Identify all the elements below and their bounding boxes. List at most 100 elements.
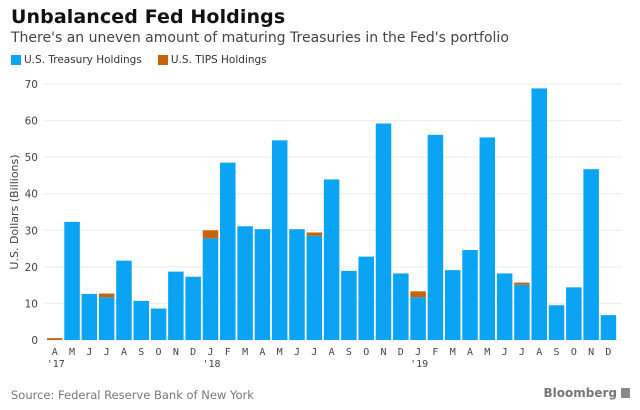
bar-treasury: [496, 273, 513, 340]
x-tick-label: M: [242, 347, 248, 358]
bar-treasury: [168, 271, 184, 340]
x-tick-label: A: [536, 347, 542, 358]
brand-name: Bloomberg: [543, 386, 618, 400]
bar-treasury: [306, 235, 323, 340]
bar-treasury: [289, 229, 305, 340]
bar-treasury: [358, 256, 374, 340]
x-year-label: '17: [47, 359, 65, 370]
x-tick-label: A: [467, 347, 473, 358]
bar-treasury: [427, 134, 444, 340]
x-year-label: '19: [410, 359, 428, 370]
x-tick-label: A: [52, 347, 58, 358]
x-tick-label: J: [86, 347, 92, 358]
bar-treasury: [479, 137, 496, 340]
legend-label-tips: U.S. TIPS Holdings: [170, 54, 267, 66]
bloomberg-icon: [621, 388, 630, 398]
x-tick-label: A: [121, 347, 127, 358]
y-tick-label: 60: [25, 116, 38, 128]
x-tick-label: D: [605, 347, 611, 358]
bar-tips: [47, 338, 63, 340]
x-tick-label: J: [502, 347, 508, 358]
x-tick-label: F: [225, 347, 231, 358]
bar-tips: [514, 282, 530, 285]
bar-treasury: [254, 229, 271, 340]
legend-item-treasury: U.S. Treasury Holdings: [11, 54, 142, 66]
bar-treasury: [98, 297, 115, 340]
x-tick-label: F: [432, 347, 438, 358]
x-tick-label: M: [69, 347, 75, 358]
bar-tips: [202, 230, 219, 239]
x-tick-label: J: [104, 347, 110, 358]
y-tick-labels: 0 10 20 30 40 50 60 70: [25, 79, 38, 347]
x-tick-label: O: [363, 347, 369, 358]
x-tick-label: J: [311, 347, 317, 358]
legend-label-treasury: U.S. Treasury Holdings: [24, 54, 142, 66]
y-tick-label: 40: [25, 189, 38, 201]
chart-subtitle: There's an uneven amount of maturing Tre…: [11, 30, 509, 46]
bar-treasury: [133, 300, 150, 340]
x-tick-label: A: [259, 347, 265, 358]
y-tick-label: 0: [31, 335, 38, 347]
x-tick-labels: A M J J A S O N D J F M A M J J A S O N D J F M A M J J A S O N D'17'18 '…: [47, 347, 612, 370]
x-tick-label: M: [450, 347, 456, 358]
x-tick-label: S: [554, 347, 560, 358]
bar-treasury: [393, 273, 409, 340]
bars: [47, 88, 617, 340]
bar-treasury: [583, 169, 599, 340]
bar-treasury: [81, 293, 98, 340]
x-year-label: '18: [202, 359, 220, 370]
chart-title: Unbalanced Fed Holdings: [11, 6, 286, 28]
legend-item-tips: U.S. TIPS Holdings: [157, 54, 267, 66]
bar-treasury: [548, 305, 565, 340]
y-tick-label: 20: [25, 262, 38, 274]
bar-treasury: [566, 287, 582, 340]
x-tick-label: O: [156, 347, 162, 358]
bar-tips: [98, 293, 115, 298]
y-tick-label: 70: [25, 79, 38, 91]
x-tick-label: S: [346, 347, 352, 358]
bar-tips: [410, 291, 426, 298]
x-tick-label: J: [415, 347, 421, 358]
source-note: Source: Federal Reserve Bank of New York: [11, 388, 254, 402]
bar-treasury: [185, 276, 201, 340]
bar-treasury: [600, 315, 617, 340]
bar-treasury: [341, 270, 357, 340]
bar-treasury: [116, 260, 132, 340]
x-tick-label: D: [398, 347, 404, 358]
bar-treasury: [220, 162, 236, 340]
x-tick-label: A: [329, 347, 335, 358]
bar-treasury: [375, 123, 392, 340]
bar-treasury: [271, 140, 288, 340]
legend-swatch-tips: [157, 55, 168, 65]
bar-treasury: [531, 88, 547, 340]
x-tick-label: N: [588, 347, 594, 358]
x-tick-label: J: [207, 347, 213, 358]
x-tick-label: O: [571, 347, 577, 358]
bar-treasury: [202, 238, 219, 340]
x-tick-label: N: [380, 347, 386, 358]
x-tick-label: M: [277, 347, 283, 358]
brand-logo: Bloomberg: [543, 386, 630, 400]
bar-treasury: [237, 226, 253, 340]
x-tick-label: M: [484, 347, 490, 358]
legend: U.S. Treasury Holdings U.S. TIPS Holding…: [11, 54, 283, 66]
bar-treasury: [444, 270, 461, 340]
bar-treasury: [462, 250, 478, 340]
bar-treasury: [150, 308, 167, 340]
x-tick-label: N: [173, 347, 179, 358]
x-tick-label: J: [294, 347, 300, 358]
y-tick-label: 30: [25, 225, 38, 237]
bar-treasury: [64, 221, 80, 340]
bar-treasury: [323, 179, 340, 340]
y-tick-label: 50: [25, 152, 38, 164]
x-tick-label: J: [519, 347, 525, 358]
y-axis-title: U.S. Dollars (Billions): [8, 154, 21, 269]
x-tick-label: S: [138, 347, 144, 358]
bar-treasury: [514, 284, 530, 340]
x-tick-label: D: [190, 347, 196, 358]
legend-swatch-treasury: [11, 55, 21, 65]
bar-tips: [306, 232, 323, 236]
bar-treasury: [410, 297, 426, 340]
y-tick-label: 10: [25, 298, 38, 310]
